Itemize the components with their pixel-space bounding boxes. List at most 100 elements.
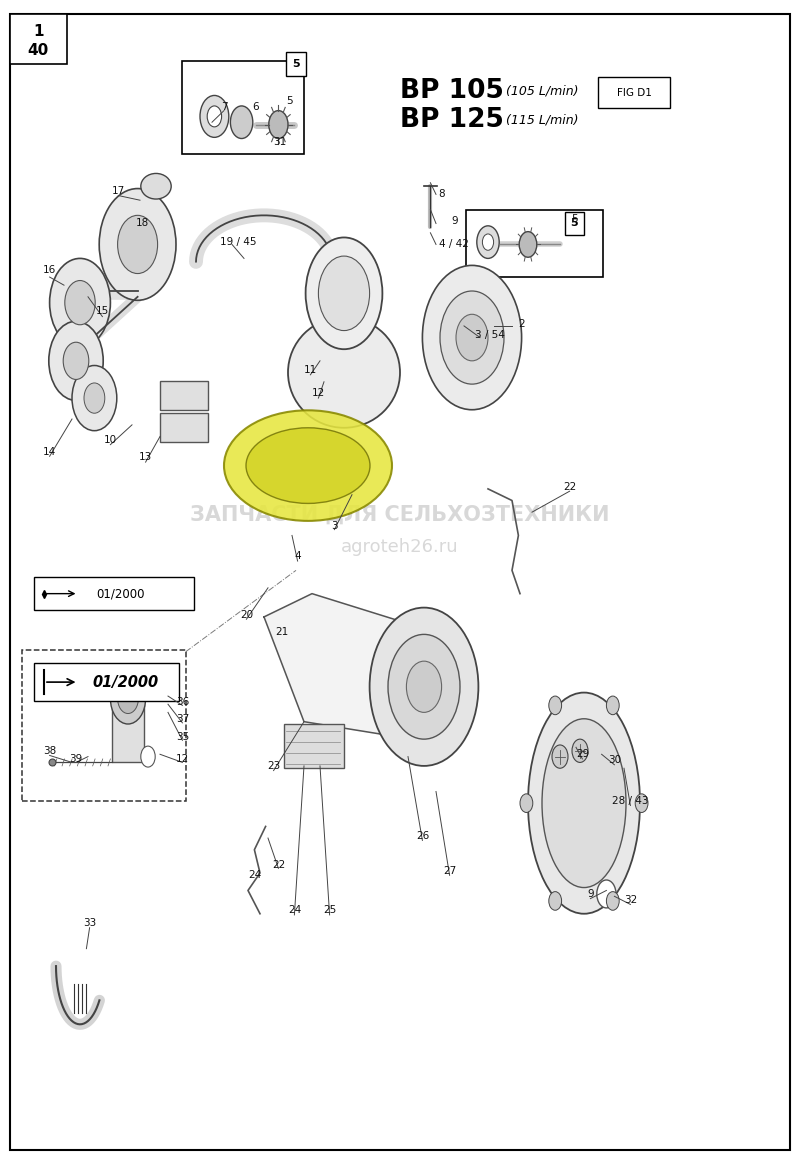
Circle shape bbox=[306, 237, 382, 349]
Text: 32: 32 bbox=[624, 895, 637, 904]
Ellipse shape bbox=[224, 410, 392, 521]
Text: 24: 24 bbox=[288, 906, 301, 915]
Bar bbox=[160, 381, 208, 410]
Text: 20: 20 bbox=[240, 610, 253, 619]
Text: 2: 2 bbox=[518, 319, 525, 328]
Ellipse shape bbox=[528, 693, 640, 914]
Circle shape bbox=[141, 746, 155, 767]
Text: 4: 4 bbox=[294, 552, 301, 561]
Text: 27: 27 bbox=[443, 866, 456, 875]
Text: 12: 12 bbox=[312, 389, 325, 398]
Text: 25: 25 bbox=[323, 906, 336, 915]
Bar bbox=[112, 698, 144, 762]
Circle shape bbox=[520, 794, 533, 812]
Text: 26: 26 bbox=[416, 831, 429, 840]
Circle shape bbox=[65, 281, 95, 325]
Text: ЗАПЧАСТИ ДЛЯ СЕЛЬХОЗТЕХНИКИ: ЗАПЧАСТИ ДЛЯ СЕЛЬХОЗТЕХНИКИ bbox=[190, 504, 610, 525]
Circle shape bbox=[99, 189, 176, 300]
Text: 29: 29 bbox=[576, 750, 589, 759]
Text: 21: 21 bbox=[275, 627, 288, 637]
Circle shape bbox=[49, 321, 103, 400]
Text: 11: 11 bbox=[304, 365, 317, 375]
Text: BP 105: BP 105 bbox=[400, 78, 504, 104]
Text: 36: 36 bbox=[176, 697, 189, 707]
Text: 9: 9 bbox=[451, 217, 458, 226]
Bar bbox=[182, 61, 304, 154]
Circle shape bbox=[606, 892, 619, 910]
Circle shape bbox=[406, 661, 442, 712]
Circle shape bbox=[572, 739, 588, 762]
Text: 3 / 54: 3 / 54 bbox=[474, 331, 505, 340]
Circle shape bbox=[118, 215, 158, 274]
Text: (105 L/min): (105 L/min) bbox=[506, 84, 578, 98]
Bar bbox=[34, 577, 194, 610]
Circle shape bbox=[118, 683, 138, 714]
Text: 13: 13 bbox=[139, 453, 152, 462]
Circle shape bbox=[200, 95, 229, 137]
Bar bbox=[10, 14, 67, 64]
Text: 1: 1 bbox=[33, 24, 44, 38]
Text: 5: 5 bbox=[292, 59, 300, 69]
Text: 35: 35 bbox=[176, 732, 189, 741]
Circle shape bbox=[50, 258, 110, 347]
Circle shape bbox=[606, 696, 619, 715]
Circle shape bbox=[549, 892, 562, 910]
Circle shape bbox=[63, 342, 89, 379]
Text: 17: 17 bbox=[112, 186, 125, 196]
Text: FIG D1: FIG D1 bbox=[617, 88, 652, 98]
Ellipse shape bbox=[288, 317, 400, 427]
Bar bbox=[466, 210, 603, 277]
Text: 16: 16 bbox=[43, 265, 56, 275]
Circle shape bbox=[477, 226, 499, 258]
Ellipse shape bbox=[246, 428, 370, 504]
Circle shape bbox=[519, 232, 537, 257]
Text: 22: 22 bbox=[563, 482, 576, 491]
Ellipse shape bbox=[141, 173, 171, 199]
Bar bbox=[34, 663, 179, 701]
Text: 3: 3 bbox=[331, 521, 338, 531]
Circle shape bbox=[597, 880, 616, 908]
Bar bbox=[565, 212, 584, 235]
Circle shape bbox=[269, 111, 288, 139]
Bar bbox=[22, 650, 186, 801]
Circle shape bbox=[549, 696, 562, 715]
Text: 01/2000: 01/2000 bbox=[92, 675, 158, 689]
Circle shape bbox=[456, 314, 488, 361]
Text: 39: 39 bbox=[70, 754, 82, 764]
Text: 01/2000: 01/2000 bbox=[96, 587, 145, 601]
Text: 15: 15 bbox=[96, 306, 109, 315]
Text: 22: 22 bbox=[272, 860, 285, 870]
Bar bbox=[598, 77, 670, 108]
Text: 5: 5 bbox=[286, 97, 293, 106]
Text: 12: 12 bbox=[176, 754, 189, 764]
Circle shape bbox=[422, 265, 522, 410]
Circle shape bbox=[482, 234, 494, 250]
Circle shape bbox=[370, 608, 478, 766]
Text: agroteh26.ru: agroteh26.ru bbox=[341, 538, 459, 556]
Text: 33: 33 bbox=[83, 918, 96, 928]
Circle shape bbox=[84, 383, 105, 413]
Text: 38: 38 bbox=[43, 746, 56, 755]
Text: 6: 6 bbox=[253, 102, 259, 112]
Bar bbox=[286, 52, 306, 76]
Circle shape bbox=[635, 794, 648, 812]
Bar bbox=[160, 413, 208, 442]
Text: (115 L/min): (115 L/min) bbox=[506, 113, 578, 127]
Circle shape bbox=[110, 673, 146, 724]
Circle shape bbox=[552, 745, 568, 768]
Text: 14: 14 bbox=[43, 447, 56, 456]
Text: 4 / 42: 4 / 42 bbox=[439, 240, 470, 249]
Circle shape bbox=[207, 106, 222, 127]
Text: 8: 8 bbox=[438, 190, 445, 199]
Ellipse shape bbox=[542, 719, 626, 887]
Text: 23: 23 bbox=[267, 761, 280, 771]
Circle shape bbox=[72, 365, 117, 431]
Text: 30: 30 bbox=[608, 755, 621, 765]
Text: 28 / 43: 28 / 43 bbox=[612, 796, 649, 805]
Circle shape bbox=[230, 106, 253, 139]
Text: 40: 40 bbox=[28, 43, 49, 57]
Text: 24: 24 bbox=[248, 871, 261, 880]
Text: 31: 31 bbox=[274, 137, 286, 147]
Text: 7: 7 bbox=[221, 102, 227, 112]
Polygon shape bbox=[264, 594, 464, 745]
